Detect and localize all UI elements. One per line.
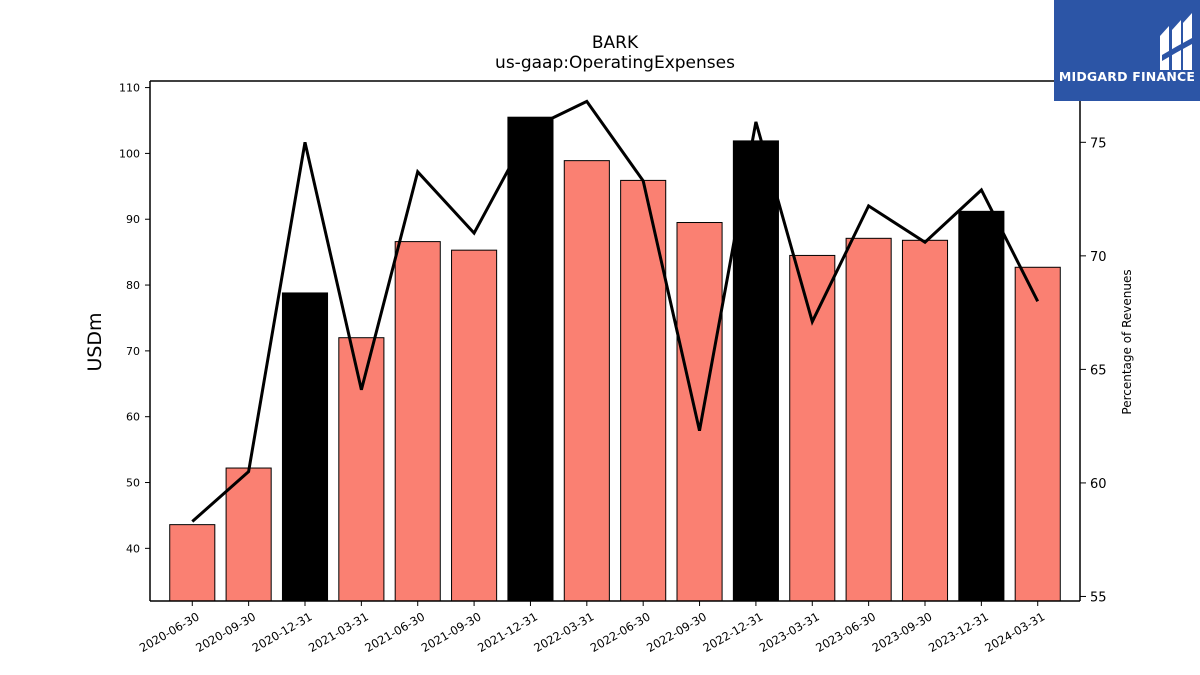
chart-title: BARK [592, 33, 639, 53]
x-tick-label: 2022-03-31 [531, 609, 596, 655]
y-tick-label: 80 [126, 279, 140, 292]
y2-tick-label: 65 [1090, 363, 1107, 378]
bar [225, 467, 272, 602]
bars [169, 116, 1061, 602]
bar [901, 239, 949, 602]
y-tick-label: 40 [126, 542, 140, 555]
y-tick-label: 110 [119, 82, 140, 95]
x-tick-label: 2023-03-31 [757, 609, 822, 655]
x-tick-label: 2021-12-31 [475, 609, 540, 655]
x-tick-label: 2022-12-31 [701, 609, 766, 655]
x-tick-label: 2020-09-30 [193, 609, 258, 655]
line-layer [191, 99, 1040, 523]
chart-subtitle: us-gaap:OperatingExpenses [495, 53, 735, 73]
y2-axis-label: Percentage of Revenues [1120, 269, 1134, 414]
bar [563, 160, 610, 602]
y2-tick-label: 60 [1090, 477, 1107, 492]
x-tick-label: 2023-12-31 [926, 609, 991, 655]
y-tick-label: 60 [126, 411, 140, 424]
y2-tick-label: 70 [1090, 250, 1107, 265]
logo-text: MIDGARD FINANCE [1058, 69, 1196, 84]
x-tick-label: 2022-09-30 [644, 609, 709, 655]
bar [1014, 266, 1061, 602]
x-tick-label: 2020-12-31 [250, 609, 315, 655]
y-tick-label: 50 [126, 477, 140, 490]
x-tick-label: 2023-09-30 [870, 609, 935, 655]
y-tick-label: 70 [126, 345, 140, 358]
x-tick-label: 2023-06-30 [813, 609, 878, 655]
bar [281, 292, 329, 602]
y2-tick-label: 75 [1090, 136, 1107, 151]
bar [789, 254, 836, 602]
bar [620, 179, 667, 602]
x-tick-label: 2021-09-30 [419, 609, 484, 655]
x-tick-label: 2022-06-30 [588, 609, 653, 655]
x-tick-label: 2024-03-31 [982, 609, 1047, 655]
y-axis-label: USDm [84, 312, 106, 371]
bar [451, 249, 498, 602]
bar [845, 237, 892, 602]
bar [958, 210, 1005, 602]
logo-mark-icon [1160, 13, 1192, 70]
bar [338, 337, 385, 602]
percentage-line [191, 99, 1040, 523]
y-tick-label: 90 [126, 213, 140, 226]
y2-tick-label: 55 [1090, 590, 1107, 605]
bar [169, 524, 216, 602]
bar [732, 140, 779, 602]
y-tick-label: 100 [119, 147, 140, 160]
x-tick-label: 2020-06-30 [137, 609, 202, 655]
x-tick-label: 2021-03-31 [306, 609, 371, 655]
x-tick-label: 2021-06-30 [362, 609, 427, 655]
bar [507, 116, 554, 602]
bar [394, 241, 441, 602]
bar [676, 222, 723, 602]
brand-logo: MIDGARD FINANCE [1054, 0, 1200, 101]
